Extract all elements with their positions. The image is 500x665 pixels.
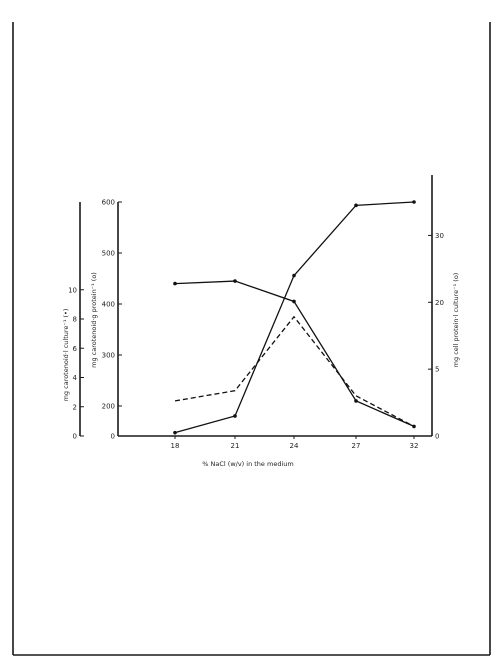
data-point bbox=[412, 200, 416, 204]
data-point bbox=[354, 399, 358, 403]
data-point bbox=[292, 273, 296, 278]
y-tick-label-culture: 10 bbox=[68, 286, 77, 294]
x-tick-label: 24 bbox=[290, 442, 299, 450]
data-point bbox=[173, 281, 177, 286]
data-point bbox=[173, 430, 177, 435]
y-tick-label-culture: 8 bbox=[73, 316, 77, 324]
y-tick-label-protein: 600 bbox=[102, 199, 115, 207]
x-axis-title: % NaCl (w/v) in the medium bbox=[202, 460, 293, 468]
data-point bbox=[233, 414, 237, 418]
y-tick-label-cell-protein: 0 bbox=[435, 433, 439, 441]
data-point bbox=[354, 203, 358, 208]
y-tick-label-protein: 200 bbox=[102, 403, 115, 411]
y-tick-label-protein: 400 bbox=[102, 301, 115, 309]
y-tick-label-cell-protein: 20 bbox=[435, 299, 444, 307]
y-tick-label-cell-protein: 5 bbox=[435, 366, 439, 374]
y-axis-title-culture: mg carotenoid·l culture⁻¹ (•) bbox=[62, 309, 70, 402]
series-layer bbox=[173, 200, 416, 435]
x-tick-label: 18 bbox=[171, 442, 180, 450]
x-tick-label: 32 bbox=[410, 442, 419, 450]
y-tick-label-protein: 500 bbox=[102, 250, 115, 258]
y-axis-title-cell-protein: mg cell protein·l culture⁻¹ (o) bbox=[452, 273, 460, 368]
y-tick-label-protein: 0 bbox=[111, 433, 115, 441]
x-tick-label: 21 bbox=[231, 442, 240, 450]
data-point bbox=[292, 299, 296, 304]
y-tick-label-protein: 300 bbox=[102, 352, 115, 360]
y-tick-label-cell-protein: 30 bbox=[435, 232, 444, 240]
y-axis-title-protein: mg carotenoid·g protein⁻¹ (o) bbox=[90, 272, 98, 368]
series-line-3 bbox=[174, 315, 415, 427]
y-tick-label-culture: 2 bbox=[73, 403, 77, 411]
y-tick-label-culture: 4 bbox=[73, 374, 78, 382]
data-point bbox=[233, 279, 237, 283]
y-tick-label-culture: 6 bbox=[73, 345, 78, 353]
y-tick-label-culture: 0 bbox=[73, 433, 77, 441]
x-tick-label: 27 bbox=[352, 442, 361, 450]
